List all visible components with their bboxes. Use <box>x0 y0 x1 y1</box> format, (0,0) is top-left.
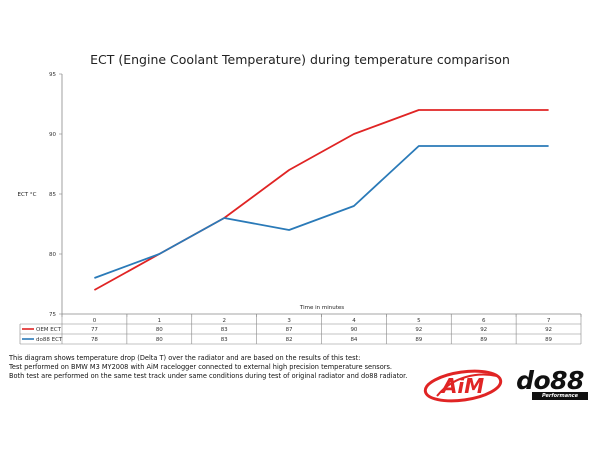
plot-area: 75 80 85 90 95 <box>49 72 582 318</box>
aim-logo-text: AiM <box>440 374 484 398</box>
series-line-1 <box>93 109 549 291</box>
x-tick-label: 7 <box>547 318 551 324</box>
y-axis-label: ECT °C <box>17 192 36 198</box>
data-table: 0 1 2 3 4 5 6 7 OEM ECT 77 80 83 87 90 92 92 92 do88 ECT 7… <box>19 314 582 345</box>
data-label: 92 <box>545 327 552 333</box>
y-tick-label: 90 <box>49 132 56 138</box>
data-label: 80 <box>156 327 163 333</box>
data-label: 89 <box>545 337 552 343</box>
x-tick-label: 0 <box>93 318 97 324</box>
data-label: 92 <box>415 327 422 333</box>
chart-title: ECT (Engine Coolant Temperature) during … <box>90 52 510 67</box>
note-line: Both test are performed on the same test… <box>9 372 408 381</box>
y-tick-label: 95 <box>49 72 56 78</box>
x-tick-label: 3 <box>287 318 291 324</box>
y-tick-label: 75 <box>49 312 56 318</box>
y-tick-label: 85 <box>49 192 56 198</box>
series-line-2 <box>94 145 549 279</box>
x-tick-label: 4 <box>352 318 356 324</box>
data-label: 92 <box>480 327 487 333</box>
do88-logo-subtitle: Performance <box>532 392 588 400</box>
data-label: 83 <box>221 337 228 343</box>
data-label: 77 <box>91 327 98 333</box>
data-label: 78 <box>91 337 98 343</box>
x-tick-label: 6 <box>482 318 486 324</box>
legend-label: OEM ECT <box>36 327 62 333</box>
data-label: 89 <box>480 337 487 343</box>
y-tick-label: 80 <box>49 252 56 258</box>
data-label: 90 <box>350 327 357 333</box>
legend-label: do88 ECT <box>36 337 63 343</box>
data-label: 82 <box>286 337 293 343</box>
aim-logo: AiM <box>423 369 503 403</box>
do88-logo: do88 Performance <box>508 368 592 402</box>
x-tick-label: 2 <box>222 318 226 324</box>
note-line: This diagram shows temperature drop (Del… <box>9 354 361 362</box>
data-label: 83 <box>221 327 228 333</box>
data-label: 87 <box>286 327 293 333</box>
note-line: Test performed on BMW M3 MY2008 with AiM… <box>9 363 393 372</box>
do88-logo-text: do88 <box>516 366 584 395</box>
test-notes: This diagram shows temperature drop (Del… <box>9 354 429 382</box>
x-axis-label: Time in minutes <box>299 305 344 311</box>
x-tick-label: 1 <box>158 318 162 324</box>
data-label: 80 <box>156 337 163 343</box>
line-chart: ECT (Engine Coolant Temperature) during … <box>17 52 582 345</box>
x-tick-label: 5 <box>417 318 421 324</box>
data-label: 84 <box>350 337 357 343</box>
data-label: 89 <box>415 337 422 343</box>
